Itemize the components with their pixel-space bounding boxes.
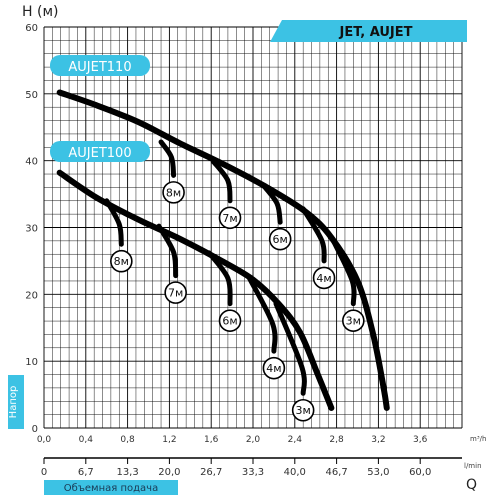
depth-marker-label: 6м: [222, 315, 237, 328]
depth-marker-circle: [164, 281, 187, 304]
x-lpm-tick-label: 26,7: [200, 467, 222, 478]
branch-line-aujet110-1: [210, 158, 233, 204]
depth-marker-circle: [110, 249, 133, 273]
depth-marker-circle: [268, 227, 292, 251]
depth-marker-circle: [218, 309, 242, 332]
title-badge-shape: [270, 20, 467, 42]
depth-marker-label: 3м: [346, 315, 361, 328]
depth-marker-circle: [291, 398, 315, 422]
x-axis-lpm-label-text: Объемная подача: [64, 483, 158, 494]
y-side-label-text: Напор: [8, 386, 19, 419]
y-tick-label: 60: [25, 23, 38, 34]
series-line-aujet100: [56, 169, 335, 411]
x-unit-m3h: m³/h: [470, 435, 486, 443]
x-tick-label: 3,2: [371, 435, 385, 445]
y-tick-label: 0: [32, 424, 38, 435]
x-lpm-tick-label: 60,0: [409, 467, 431, 478]
x-tick-labels-lpm: 0 6,7 13,3 20,0 26,7 33,3 40,0 46,7 53,0 60,0: [41, 458, 431, 478]
x-axis-lpm-label: Объемная подача: [44, 480, 178, 495]
x-lpm-tick-label: 20,0: [158, 467, 180, 478]
series-badge-aujet100: AUJET100: [50, 141, 150, 162]
branch-line-aujet100-1: [156, 223, 179, 279]
x-tick-label: 2,0: [246, 435, 261, 445]
x-tick-label: 2,8: [329, 435, 344, 445]
x-lpm-tick-label: 33,3: [242, 467, 264, 478]
depth-marker-circle: [262, 356, 286, 380]
depth-marker-label: 8м: [114, 255, 129, 268]
y-tick-label: 10: [25, 357, 38, 368]
series-badge-aujet110: AUJET110: [50, 55, 150, 76]
branch-line-aujet110-0: [158, 139, 177, 178]
y-side-label-shape: [8, 375, 24, 429]
depth-marker-label: 4м: [316, 272, 331, 285]
title-badge: JET, AUJET: [270, 20, 467, 42]
branch-line-aujet110-3: [300, 206, 327, 264]
series-badge-aujet110-label: AUJET110: [68, 60, 131, 75]
x-tick-label: 0,4: [79, 435, 94, 445]
branch-line-aujet110-4: [329, 236, 357, 307]
branch-line-aujet100-2: [206, 250, 233, 307]
y-tick-label: 30: [25, 224, 38, 235]
x-tick-label: 2,4: [288, 435, 303, 445]
branch-line-aujet100-4: [273, 301, 307, 396]
x-lpm-tick-label: 46,7: [325, 467, 347, 478]
depth-markers: 8м 7м 6м 4м 3м 8м 7м 6м 4м 3м: [110, 181, 365, 422]
grid-major: [43, 26, 463, 429]
depth-marker-circle: [218, 206, 242, 230]
depth-marker-label: 7м: [222, 212, 237, 225]
depth-marker-circle: [342, 309, 365, 332]
y-tick-label: 50: [25, 90, 38, 101]
series-badge-aujet110-shape: [50, 55, 150, 76]
x-axis-title: Q: [466, 477, 477, 493]
x-tick-label: 0,8: [120, 435, 135, 445]
title-badge-text: JET, AUJET: [339, 25, 413, 40]
y-tick-label: 20: [25, 290, 38, 301]
x-tick-label: 1,2: [162, 435, 176, 445]
depth-marker-label: 6м: [273, 233, 288, 246]
x-lpm-tick-label: 13,3: [116, 467, 138, 478]
y-side-label: Напор: [8, 375, 24, 429]
series-line-aujet110: [56, 89, 390, 411]
depth-marker-circle: [162, 181, 185, 204]
x-unit-lpm: l/min: [464, 462, 482, 470]
x-lpm-tick-label: 0: [41, 467, 47, 478]
curves: [56, 89, 390, 411]
depth-marker-label: 3м: [296, 404, 311, 417]
depth-marker-label: 7м: [168, 287, 183, 300]
branch-line-aujet100-3: [246, 274, 278, 354]
x-lpm-tick-label: 53,0: [367, 467, 389, 478]
branch-line-aujet100-0: [104, 198, 124, 247]
series-badge-aujet100-label: AUJET100: [68, 146, 131, 161]
depth-marker-circle: [312, 266, 336, 290]
y-axis-title: H (м): [22, 4, 58, 20]
x-tick-label: 1,6: [204, 435, 219, 445]
y-tick-label: 40: [25, 157, 38, 168]
branch-line-aujet110-2: [260, 182, 283, 225]
x-tick-label: 0,0: [37, 435, 52, 445]
x-tick-label: 3,6: [413, 435, 428, 445]
x-tick-labels-m3h: 0,0 0,4 0,8 1,2 1,6 2,0 2,4 2,8 3,2 3,6: [37, 435, 428, 445]
depth-marker-label: 8м: [166, 186, 181, 199]
series-badge-aujet100-shape: [50, 141, 150, 162]
depth-marker-label: 4м: [266, 362, 281, 375]
y-tick-labels: 0 10 20 30 40 50 60: [25, 23, 38, 435]
x-lpm-tick-label: 40,0: [284, 467, 306, 478]
x-axis-lpm-label-shape: [44, 480, 178, 495]
x-lpm-tick-label: 6,7: [78, 467, 94, 478]
